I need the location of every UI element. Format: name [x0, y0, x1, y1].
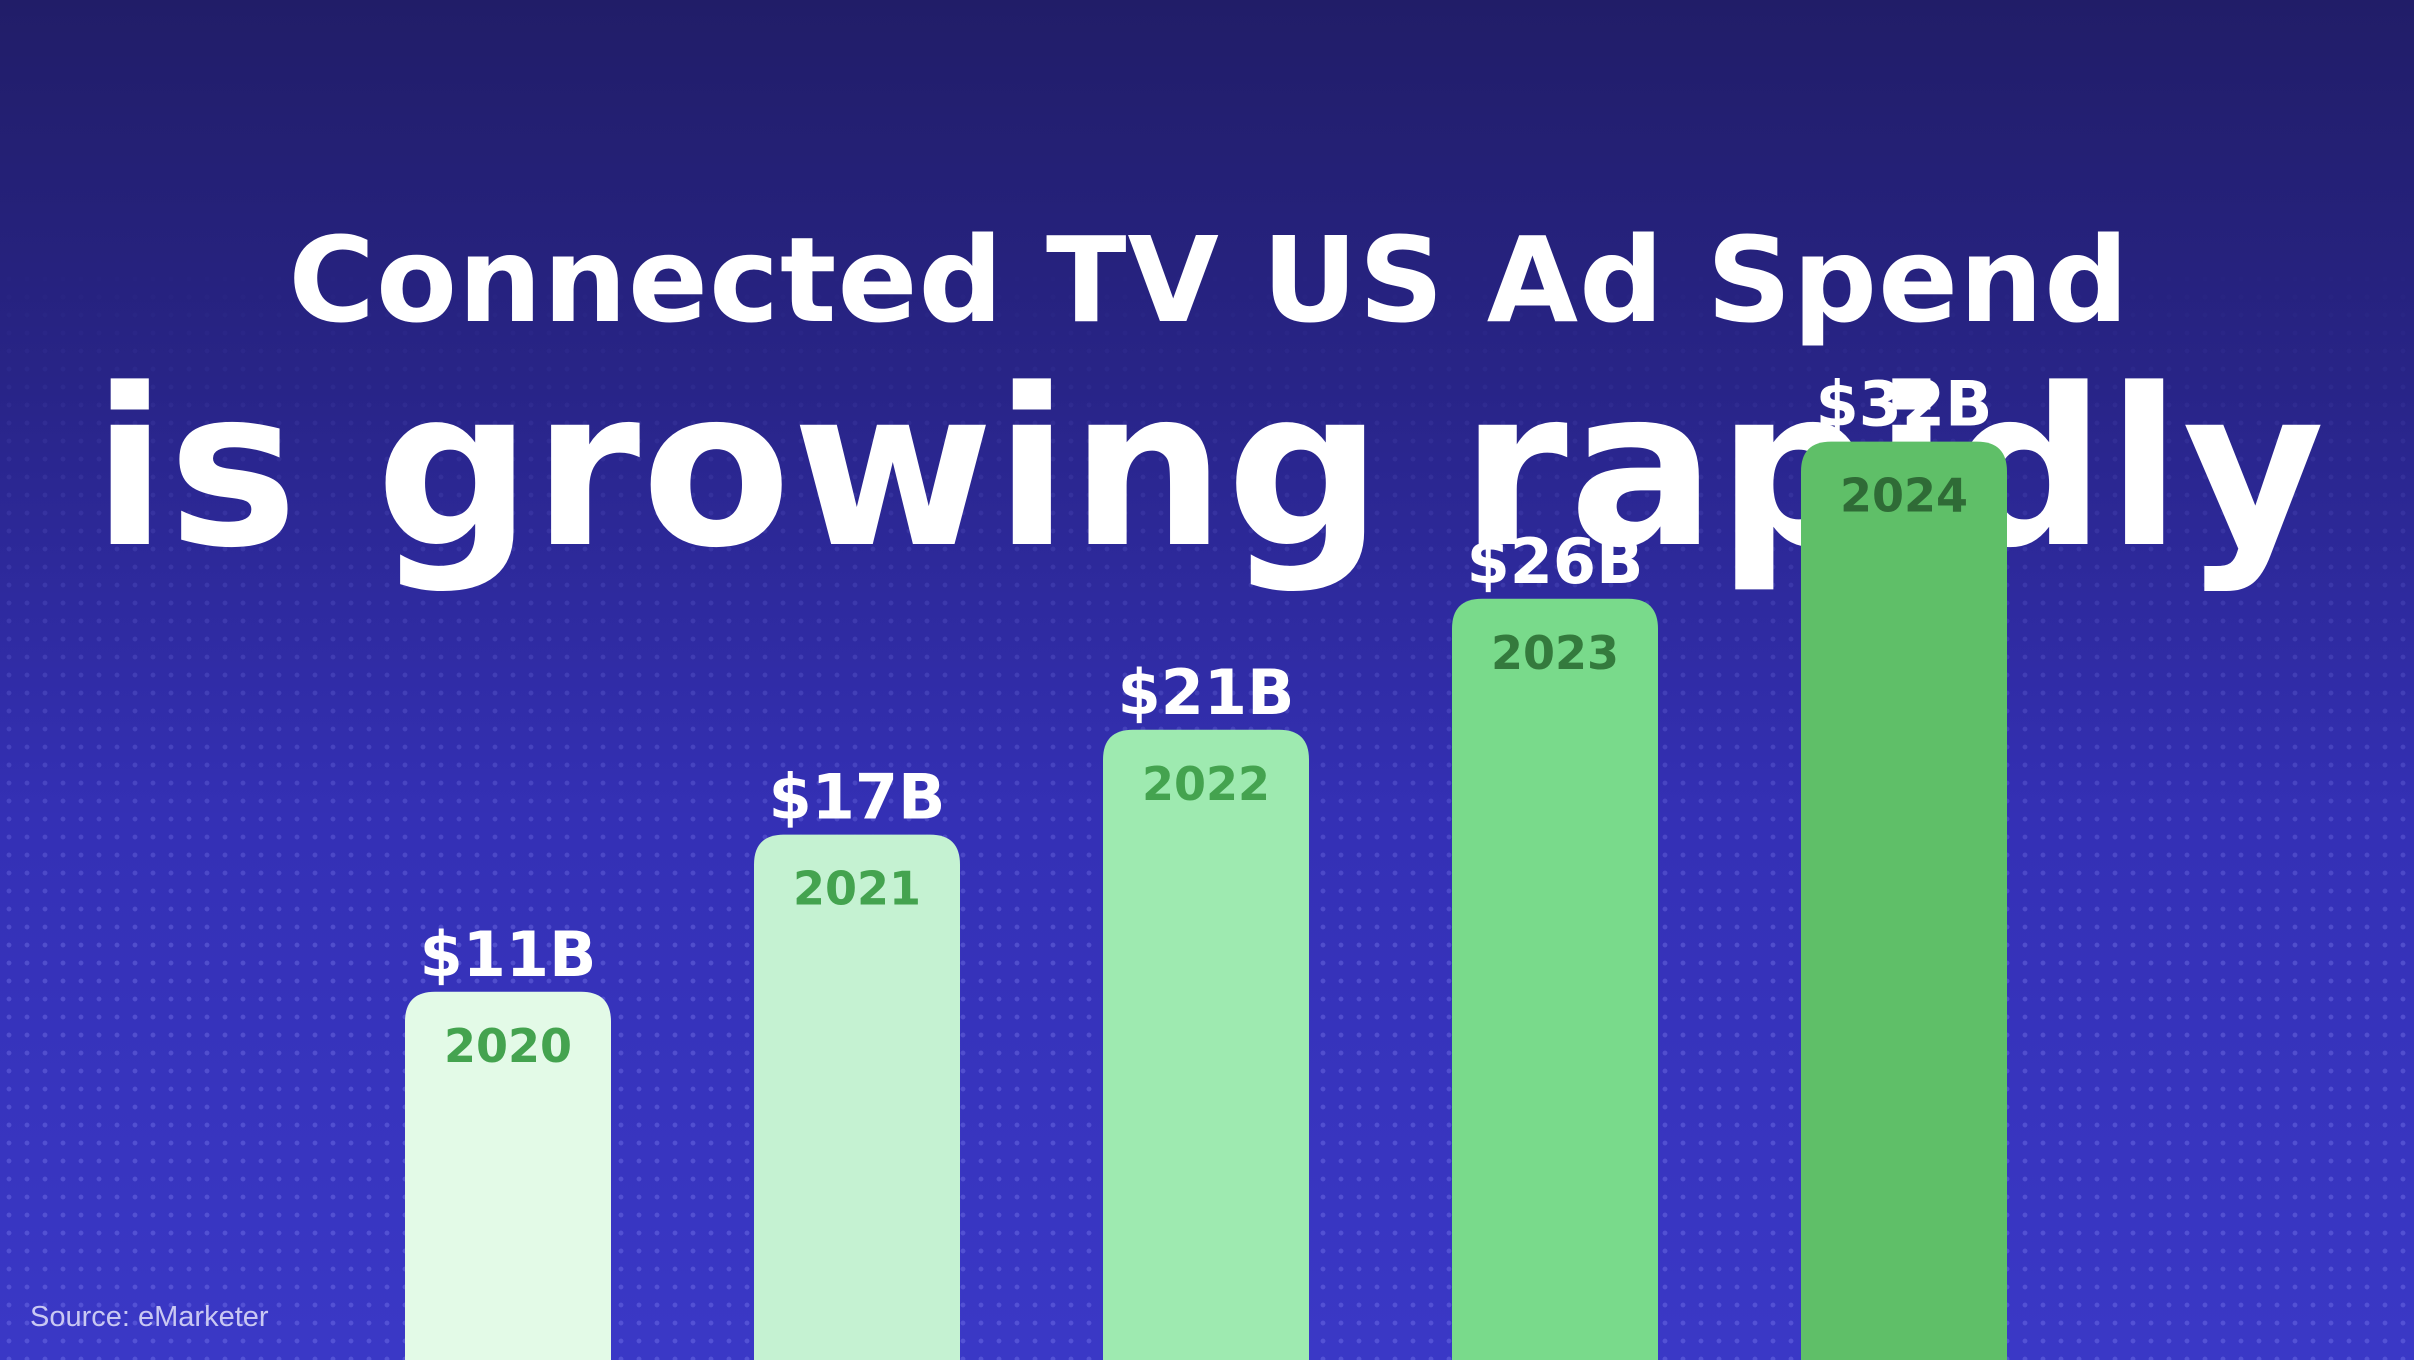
category-label-2023: 2023 [1491, 626, 1619, 680]
value-label-2023: $26B [1467, 525, 1644, 598]
bar-2023 [1452, 598, 1658, 1360]
value-label-2022: $21B [1118, 656, 1295, 729]
category-label-2024: 2024 [1840, 469, 1968, 523]
right-edge-border [2414, 0, 2418, 1360]
source-note: Source: eMarketer [30, 1301, 269, 1333]
bar-2020 [405, 991, 611, 1360]
value-label-2021: $17B [769, 761, 946, 834]
title-line-1: Connected TV US Ad Spend [288, 211, 2130, 349]
category-label-2020: 2020 [444, 1019, 572, 1073]
value-label-2024: $32B [1816, 368, 1993, 441]
bar-2024 [1801, 441, 2007, 1360]
bar-2022 [1103, 729, 1309, 1360]
category-label-2021: 2021 [793, 862, 921, 916]
category-label-2022: 2022 [1142, 757, 1270, 811]
value-label-2020: $11B [420, 918, 597, 991]
bar-2021 [754, 834, 960, 1360]
